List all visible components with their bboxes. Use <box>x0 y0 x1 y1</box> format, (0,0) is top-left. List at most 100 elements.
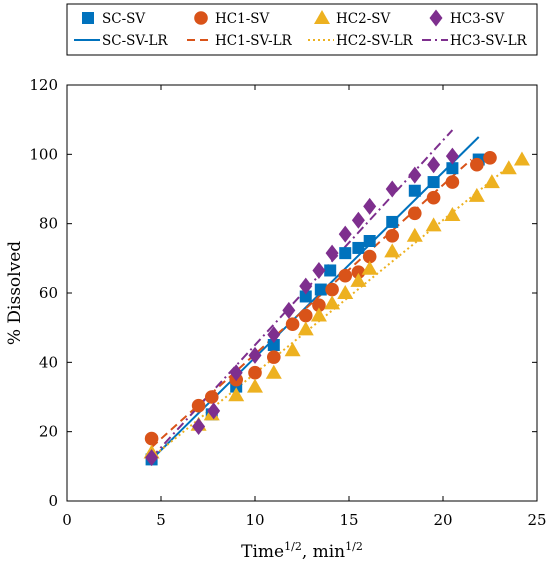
point-hc3-sv <box>445 147 459 165</box>
point-hc1-sv <box>408 206 422 221</box>
legend-box <box>66 3 538 56</box>
point-hc1-sv <box>312 298 326 312</box>
point-hc2-sv <box>265 364 282 379</box>
point-sc-sv <box>386 215 399 228</box>
point-hc2-sv <box>310 307 327 322</box>
point-hc2-sv <box>425 217 442 232</box>
legend-marker-hc3-sv <box>429 9 443 27</box>
point-hc3-sv <box>229 364 243 382</box>
point-hc2-sv <box>513 151 530 166</box>
line-hc2-sv-lr <box>150 165 510 459</box>
legend-label-sc-sv: SC-SV <box>102 11 145 27</box>
point-hc3-sv <box>282 301 296 319</box>
point-hc3-sv <box>363 197 377 215</box>
point-hc2-sv <box>500 160 517 175</box>
point-hc1-sv <box>298 308 313 323</box>
x-tick-label: 25 <box>527 511 546 529</box>
x-tick-label: 15 <box>339 511 358 529</box>
point-hc1-sv <box>470 157 484 172</box>
point-hc3-sv <box>408 166 422 184</box>
point-sc-sv <box>427 176 440 189</box>
point-hc1-sv <box>285 317 300 332</box>
x-axis-label-base: Time <box>241 542 284 562</box>
point-hc2-sv <box>468 187 485 202</box>
x-tick-label: 20 <box>433 511 452 529</box>
point-hc2-sv <box>228 387 245 402</box>
x-tick-label: 0 <box>62 511 72 529</box>
legend-label-hc3-sv: HC3-SV <box>450 11 505 27</box>
y-axis-label: % Dissolved <box>5 241 25 345</box>
point-hc2-sv <box>384 243 401 258</box>
axis-ticks: 0 5 10 15 20 25 0 20 40 60 80 100 120 <box>29 76 546 529</box>
point-hc1-sv <box>191 398 206 413</box>
point-hc2-sv <box>361 260 378 275</box>
x-axis-label-sup1: 1/2 <box>284 540 302 553</box>
point-hc2-sv <box>444 207 461 221</box>
line-sc-sv-lr <box>150 136 480 461</box>
point-hc2-sv <box>284 342 301 357</box>
legend-label-hc2-sv: HC2-SV <box>336 11 391 27</box>
point-sc-sv <box>314 283 327 296</box>
point-hc1-sv <box>351 265 366 280</box>
point-hc1-sv <box>248 365 262 380</box>
y-tick-label: 40 <box>39 353 58 371</box>
x-axis-label-sup2: 1/2 <box>345 540 363 553</box>
point-hc1-sv <box>144 431 159 446</box>
x-axis-label-mid: , min <box>302 542 345 562</box>
point-hc1-sv <box>385 229 400 243</box>
x-tick-label: 10 <box>245 511 264 529</box>
point-sc-sv <box>299 290 312 303</box>
legend-marker-sc-sv <box>82 12 94 24</box>
y-tick-label: 60 <box>39 284 58 302</box>
x-axis-label: Time1/2, min1/2 <box>241 540 363 562</box>
point-hc3-sv <box>248 346 262 364</box>
y-tick-label: 120 <box>29 76 58 94</box>
point-sc-sv <box>363 235 376 247</box>
point-hc2-sv <box>406 227 423 242</box>
legend-label-sc-sv-lr: SC-SV-LR <box>102 33 168 49</box>
data-points <box>143 147 530 467</box>
y-tick-label: 0 <box>48 492 58 510</box>
point-sc-sv <box>324 264 337 277</box>
point-hc3-sv <box>192 417 206 435</box>
point-hc1-sv <box>338 268 353 283</box>
legend: SC-SV HC1-SV HC2-SV HC3-SV SC-SV-LR HC1-SV-LR… <box>66 3 538 56</box>
legend-label-hc1-sv: HC1-SV <box>215 11 270 27</box>
legend-marker-hc1-sv <box>194 11 208 25</box>
point-hc3-sv <box>427 156 441 174</box>
point-sc-sv <box>352 241 365 254</box>
point-sc-sv <box>339 247 352 260</box>
point-hc3-sv <box>267 326 281 344</box>
point-hc1-sv <box>445 175 460 189</box>
legend-label-hc2-sv-lr: HC2-SV-LR <box>336 33 414 49</box>
point-hc1-sv <box>267 350 281 364</box>
point-hc1-sv <box>362 249 377 264</box>
point-hc3-sv <box>207 402 221 420</box>
point-hc3-sv <box>299 277 313 295</box>
x-tick-label: 5 <box>156 511 166 529</box>
point-sc-sv <box>267 339 280 351</box>
legend-label-hc1-sv-lr: HC1-SV-LR <box>215 33 293 49</box>
point-hc2-sv <box>324 295 341 310</box>
point-sc-sv <box>446 162 459 175</box>
point-hc1-sv <box>325 282 339 297</box>
y-tick-label: 20 <box>39 423 58 441</box>
point-hc3-sv <box>385 180 399 198</box>
point-hc1-sv <box>483 151 497 165</box>
legend-marker-hc2-sv <box>314 10 330 24</box>
y-tick-label: 100 <box>29 145 58 163</box>
point-hc3-sv <box>325 244 339 262</box>
point-hc3-sv <box>338 225 352 243</box>
point-hc1-sv <box>426 190 441 205</box>
point-hc2-sv <box>350 272 367 287</box>
point-hc3-sv <box>351 211 365 229</box>
point-hc2-sv <box>247 378 263 393</box>
y-tick-label: 80 <box>39 215 58 233</box>
point-hc2-sv <box>337 285 354 299</box>
point-sc-sv <box>408 184 421 197</box>
legend-label-hc3-sv-lr: HC3-SV-LR <box>450 33 528 49</box>
point-hc3-sv <box>145 449 159 467</box>
point-hc2-sv <box>483 174 500 189</box>
point-hc1-sv <box>204 390 219 404</box>
